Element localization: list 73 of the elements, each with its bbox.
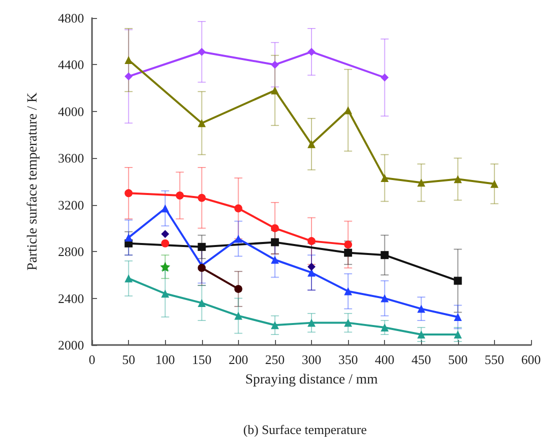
point — [308, 48, 316, 56]
y-tick-label: 2000 — [58, 338, 84, 352]
point — [161, 239, 170, 248]
point — [308, 262, 316, 271]
point — [417, 178, 426, 187]
y-tick-label: 2400 — [58, 290, 84, 306]
point — [198, 298, 206, 307]
point — [234, 312, 242, 320]
point — [124, 189, 133, 198]
point — [160, 262, 170, 272]
point — [124, 274, 133, 282]
y-axis-title: Particle surface temperature / K — [26, 92, 40, 271]
point — [198, 242, 206, 251]
point — [417, 304, 426, 313]
y-tick-label: 3200 — [58, 197, 84, 212]
point — [490, 180, 498, 188]
point — [308, 237, 316, 246]
point — [161, 204, 170, 212]
point — [161, 290, 170, 298]
point — [344, 240, 352, 249]
point — [270, 321, 279, 330]
y-tick-label: 4800 — [58, 10, 84, 26]
point — [270, 224, 279, 232]
point — [454, 175, 462, 184]
point — [234, 204, 242, 212]
point — [308, 318, 316, 327]
point — [454, 330, 462, 338]
point — [380, 74, 389, 82]
point — [270, 238, 279, 246]
x-tick-label: 500 — [448, 352, 468, 367]
point — [344, 248, 352, 257]
point — [270, 256, 279, 264]
x-tick-label: 250 — [265, 352, 285, 367]
x-tick-label: 300 — [302, 352, 322, 367]
x-tick-label: 450 — [412, 352, 431, 367]
text: (b) Surface temperature — [243, 422, 367, 437]
point — [176, 192, 184, 200]
point — [124, 234, 133, 242]
x-axis-title: Spraying distance / mm — [245, 372, 378, 388]
y-tick-label: 3600 — [58, 150, 84, 166]
x-tick-label: 150 — [192, 352, 212, 367]
y-tick-label: 4400 — [58, 57, 84, 72]
x-tick-label: 100 — [155, 352, 175, 367]
point — [124, 56, 133, 64]
y-tick-label: 4000 — [58, 104, 84, 119]
x-tick-label: 400 — [374, 352, 394, 367]
x-tick-label: 550 — [484, 352, 504, 367]
point — [380, 323, 389, 332]
point — [234, 234, 242, 243]
point — [344, 106, 352, 114]
x-tick-label: 50 — [122, 352, 136, 367]
x-tick-label: 600 — [521, 352, 541, 367]
point — [380, 294, 389, 302]
point — [124, 72, 133, 80]
x-tick-label: 200 — [228, 352, 248, 367]
point — [454, 312, 462, 321]
point — [270, 60, 279, 69]
point — [308, 140, 316, 148]
point — [417, 330, 426, 338]
point — [380, 174, 389, 182]
point — [161, 230, 170, 238]
point — [234, 284, 242, 293]
point — [454, 276, 462, 285]
point — [198, 194, 206, 202]
point — [344, 287, 352, 296]
point — [344, 318, 352, 327]
x-tick-label: 0 — [88, 352, 96, 367]
point — [198, 48, 206, 56]
x-tick-label: 350 — [338, 352, 358, 367]
y-tick-label: 2800 — [58, 244, 84, 260]
point — [270, 86, 279, 94]
point — [380, 251, 389, 260]
point — [198, 119, 206, 128]
